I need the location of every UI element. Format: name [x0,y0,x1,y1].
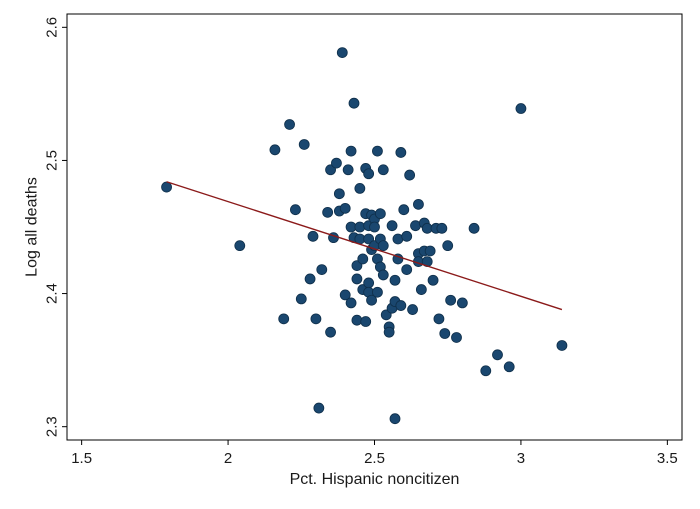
data-point [339,289,351,301]
data-point [363,277,375,289]
y-tick-label: 2.3 [44,416,61,437]
x-tick-label: 1.5 [71,450,92,467]
data-point [290,204,301,216]
data-point [383,326,395,338]
x-axis-title: Pct. Hispanic noncitizen [290,471,460,488]
data-point [401,264,413,276]
data-point [307,230,319,242]
data-point [351,314,363,326]
data-point [374,208,386,220]
data-point [413,198,424,210]
data-point [322,206,334,218]
data-point [366,294,377,306]
data-point [372,286,383,298]
data-point [398,204,410,216]
data-point [556,340,568,351]
data-point [436,222,448,234]
x-tick-label: 2.5 [364,450,385,467]
y-tick-label: 2.6 [44,17,61,38]
data-point [401,230,413,242]
y-axis-title: Log all deaths [24,177,41,277]
data-point [456,297,468,309]
data-point [333,188,345,200]
data-point [339,202,351,214]
x-tick-label: 3.5 [657,450,678,467]
data-point [389,274,401,286]
data-point [372,145,383,157]
data-point [480,365,492,377]
data-point [345,297,357,309]
data-point [313,402,325,414]
data-point [331,157,342,169]
data-point [395,147,407,158]
data-point [354,182,366,194]
data-point [357,253,369,265]
fit-line [166,181,563,311]
data-point [389,413,401,425]
data-point [310,313,322,325]
data-point [284,119,295,130]
data-point [351,273,363,285]
y-tick-label: 2.4 [44,283,61,304]
data-point [503,361,515,373]
data-point [427,274,439,286]
data-point [407,304,418,315]
data-point [377,269,389,281]
data-point [433,313,445,325]
data-point [468,222,480,234]
data-point [354,221,366,233]
y-tick-label: 2.5 [44,150,61,171]
data-point [345,145,357,157]
data-point [298,139,310,150]
data-point [424,245,436,257]
data-point [336,47,348,59]
data-point [325,326,336,338]
x-tick-label: 3 [517,450,525,467]
data-point [377,240,389,252]
data-point [404,169,416,181]
data-point [234,240,246,252]
axis-ticks: 1.5 2 2.5 3 3.5 2.3 2.4 2.5 2.6 [44,17,678,467]
data-point [342,164,354,176]
data-point [369,221,380,233]
data-points [161,47,568,425]
data-point [269,144,281,156]
data-point [363,168,375,180]
data-point [386,220,398,232]
data-point [492,349,503,361]
data-point [377,164,389,176]
data-point [445,294,457,306]
data-point [451,332,462,343]
data-point [360,316,372,327]
data-point [415,284,427,295]
data-point [304,273,316,285]
data-point [316,264,328,276]
data-point [515,103,527,114]
data-point [395,300,407,311]
data-point [442,240,454,252]
x-tick-label: 2 [224,450,232,467]
data-point [278,313,290,325]
data-point [439,328,451,339]
data-point [295,293,307,305]
data-point [348,97,360,109]
